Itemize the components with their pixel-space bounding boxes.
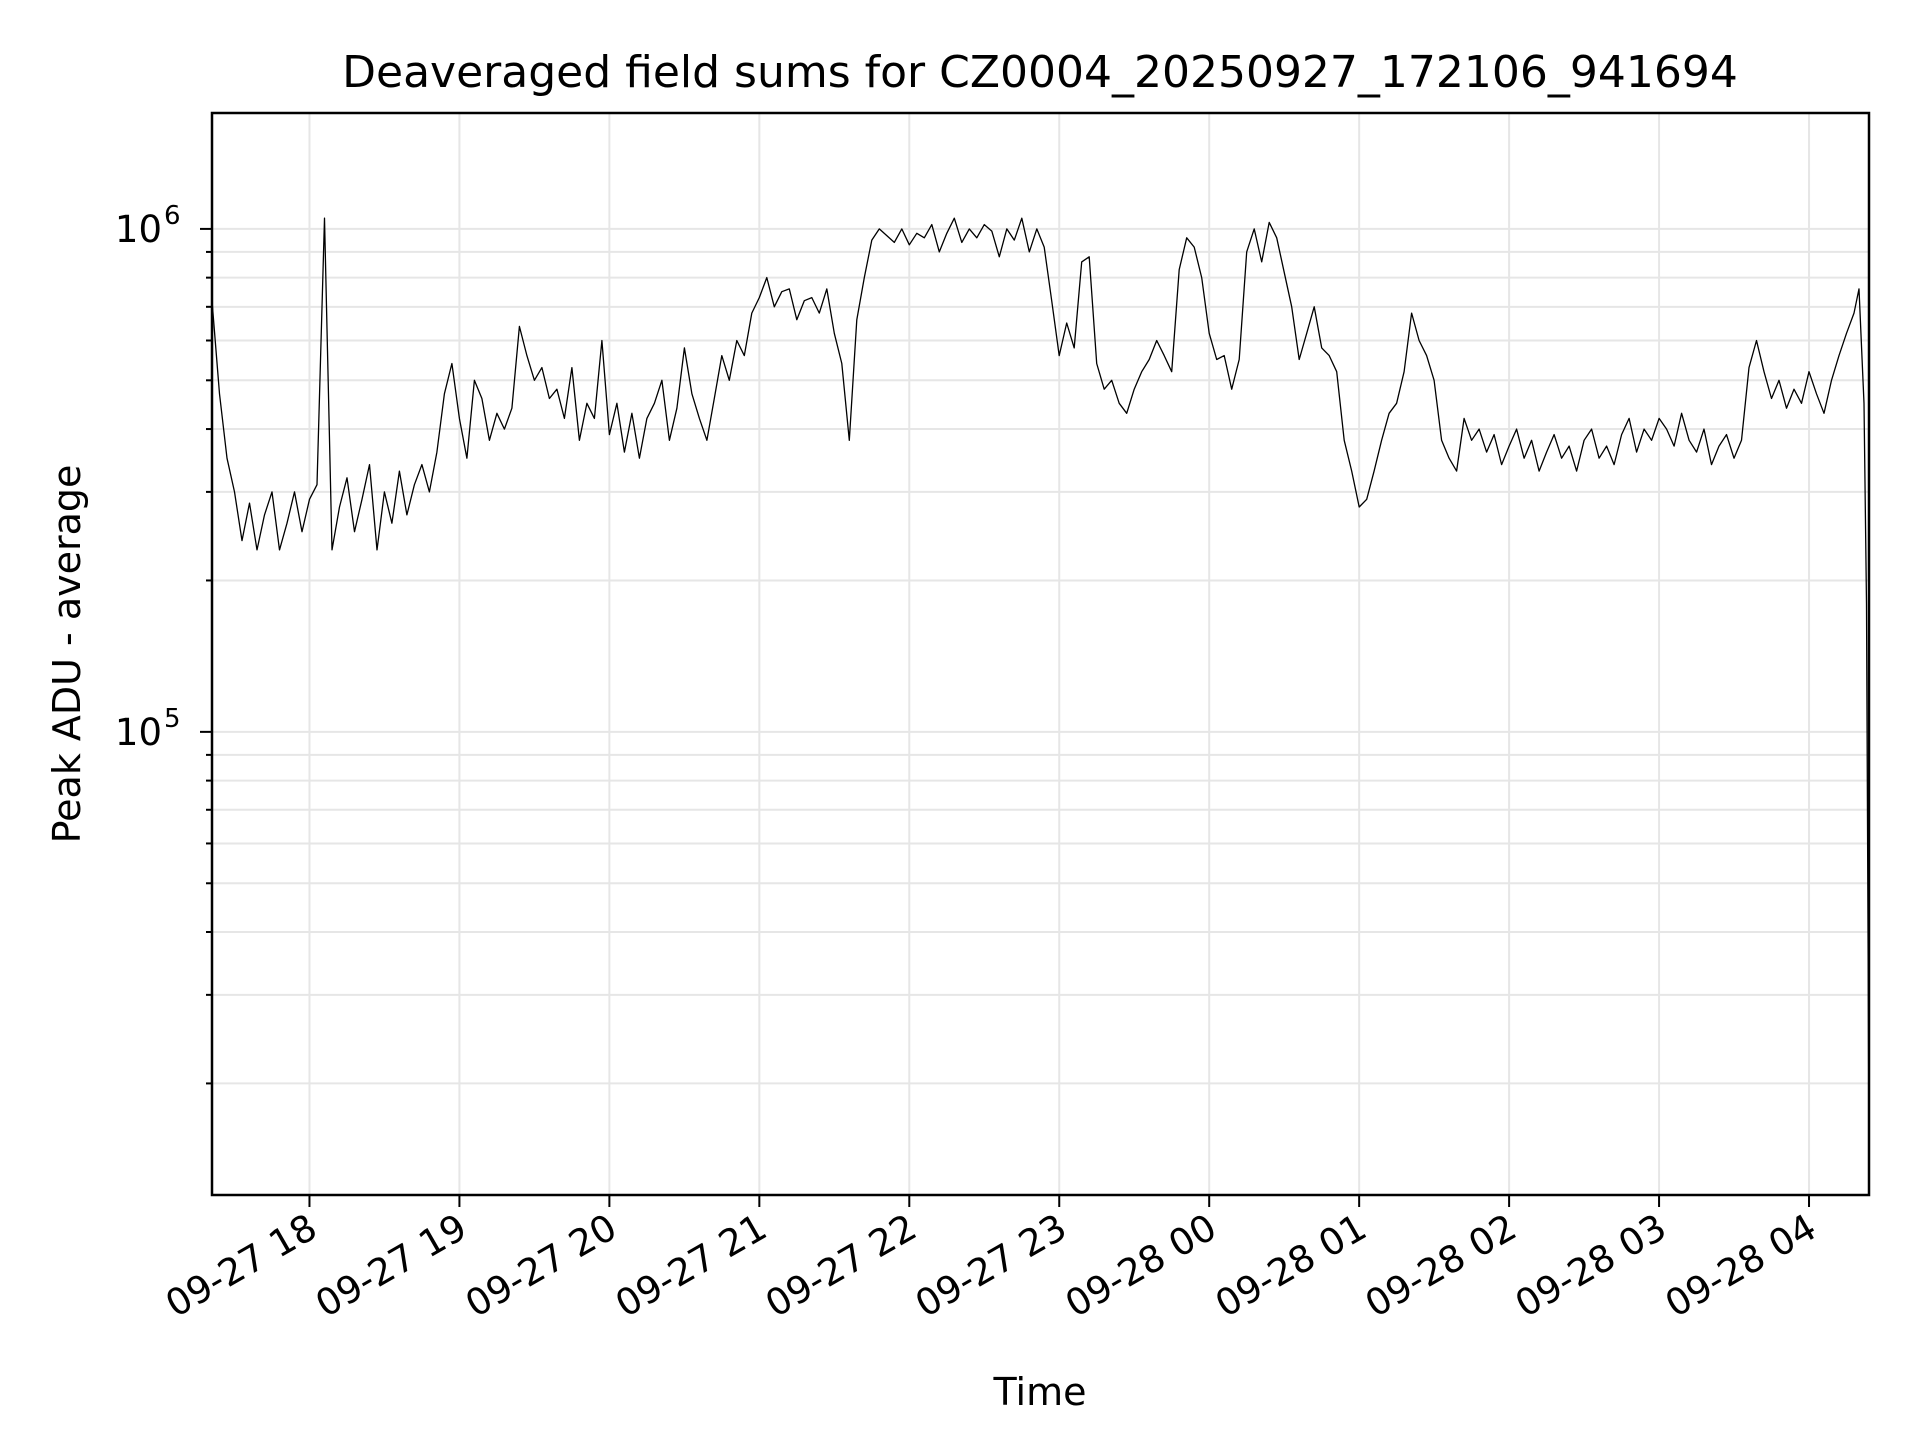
grid-layer [212,113,1869,1195]
y-tick-label: 10 6 [115,201,181,251]
y-tick-label: 10 5 [115,704,181,754]
x-axis-label: Time [993,1370,1087,1414]
plot-area-frame [210,111,1871,1197]
y-tick-exponent: 5 [164,704,181,734]
y-tick-exponent: 6 [164,201,181,231]
series-line [211,217,1870,1147]
chart-title: Deaveraged field sums for CZ0004_2025092… [342,47,1738,98]
y-tick-base: 10 [115,711,162,754]
y-tick-base: 10 [115,208,162,251]
series-layer [211,217,1870,1147]
y-axis-label: Peak ADU - average [45,465,89,844]
